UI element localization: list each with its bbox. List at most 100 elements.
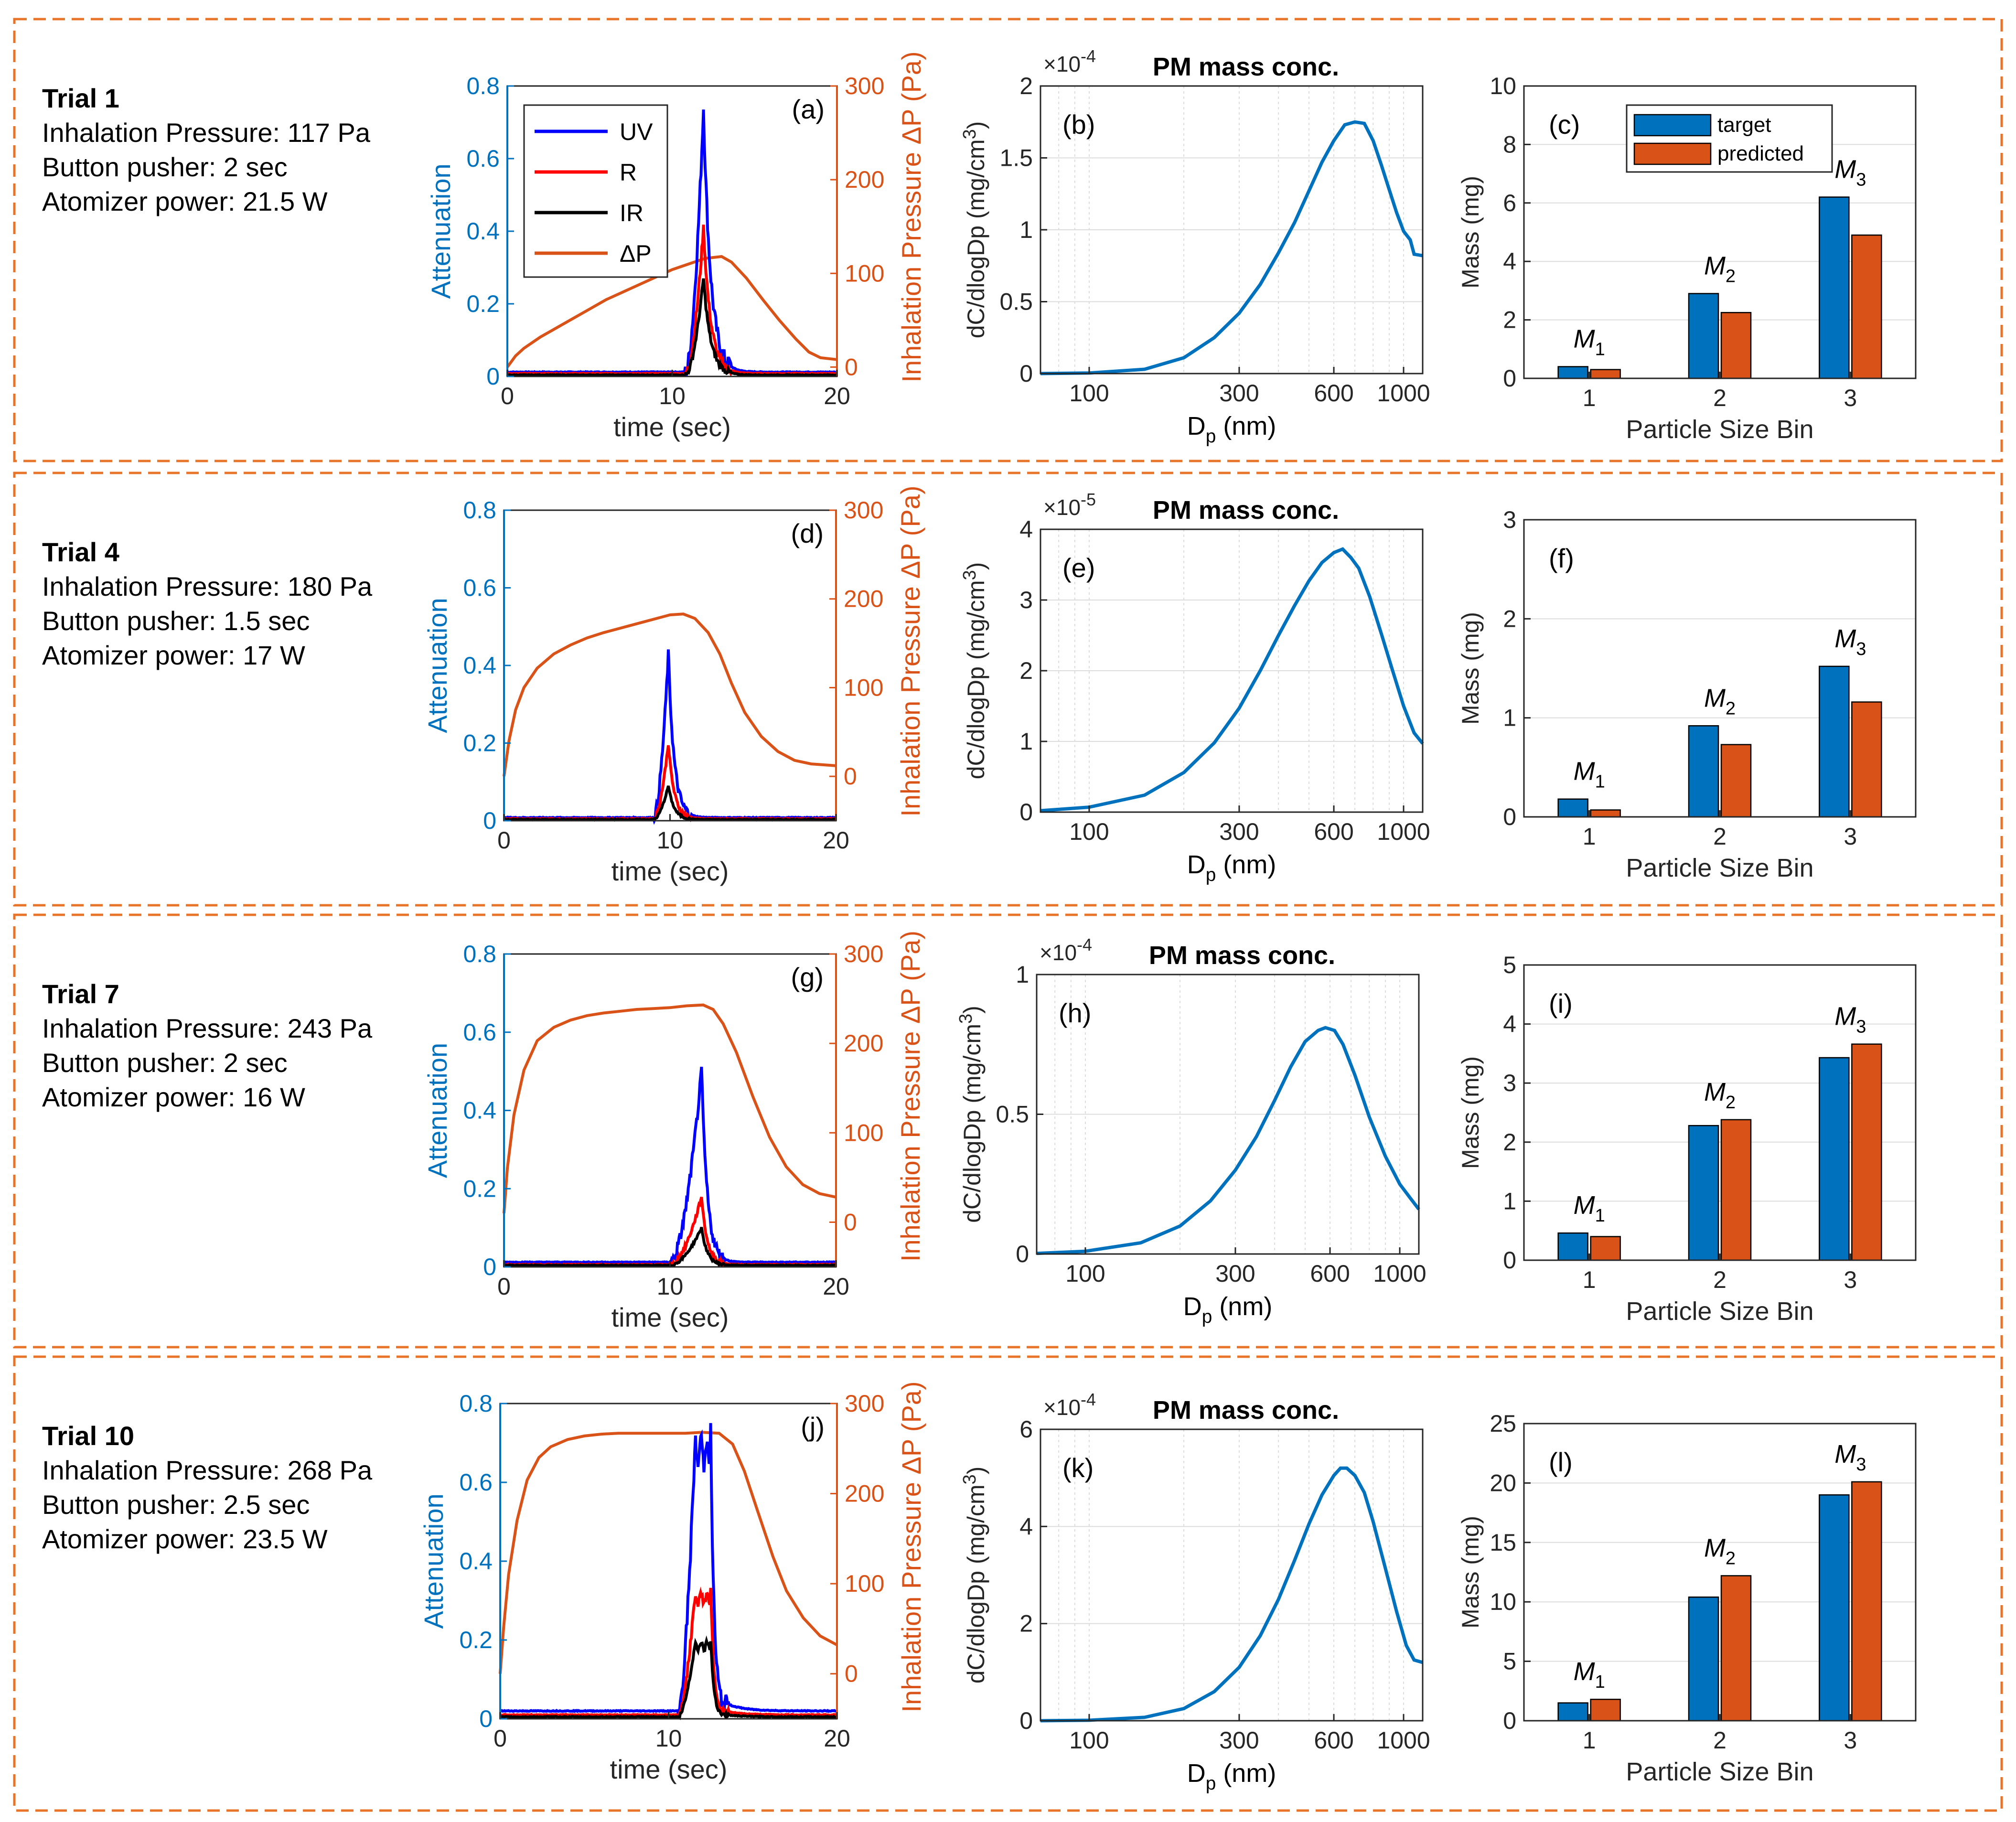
y-tick-label: 2 [1503,605,1516,632]
x-tick-label: 300 [1219,818,1259,845]
x-tick-label: 2 [1713,1266,1726,1293]
y-tick-label: 3 [1503,1070,1516,1096]
predicted-bar [1720,744,1752,818]
y-tick-label: 1 [1019,216,1033,243]
y-axis-label: dC/dlogDp (mg/cm3) [960,562,989,780]
panel-h: 100 300 600 1000 0 0.5 1 PM mass conc. ×10-4 Dp (… [956,935,1426,1327]
y-tick-label: 5 [1503,1648,1516,1675]
predicted-bar [1851,1481,1882,1722]
x-tick-label: 10 [657,827,684,854]
bin-annotation: M3 [1834,1440,1866,1475]
bin-annotation: M3 [1834,155,1866,190]
x-tick-label: 2 [1713,1727,1726,1754]
panel-c: M1 M2 M3 1 2 3 0 2 4 6 8 10 Particle Size Bin Mass (m… [1457,73,1917,444]
trial-param: Atomizer power: 21.5 W [42,186,328,216]
y-left-axis-label: Attenuation [426,163,456,299]
y-tick-label: 1 [1503,1188,1516,1214]
y-right-tick-label: 0 [844,1209,857,1235]
x-tick-label: 10 [659,383,686,409]
predicted-bar [1851,234,1882,379]
y-left-tick-label: 0.2 [459,1627,493,1653]
y-right-tick-label: 300 [845,1390,884,1417]
trial-row-1: Trial 1 Inhalation Pressure: 117 Pa Button… [13,18,2003,462]
y-axis-label: Mass (mg) [1457,1516,1484,1629]
y-left-tick-label: 0.8 [466,73,500,99]
plot-area [1524,1424,1916,1721]
y-left-tick-label: 0 [483,807,496,834]
panel-label: (i) [1549,988,1573,1018]
y-left-tick-label: 0.8 [459,1390,493,1417]
y-axis-label: dC/dlogDp (mg/cm3) [956,1006,986,1223]
chart-title: PM mass conc. [1153,53,1339,81]
panel-label: (c) [1549,109,1580,139]
chart-title: PM mass conc. [1149,941,1335,970]
bin-annotation: M3 [1834,1002,1866,1037]
distribution-line [1040,1466,1423,1723]
x-axis-label: Dp (nm) [1183,1292,1273,1327]
bin-annotation: M1 [1574,1191,1605,1226]
x-tick-label: 3 [1844,823,1857,850]
axis-exponent: ×10-4 [1043,1390,1096,1420]
x-tick-label: 600 [1314,380,1353,407]
x-axis-label: Particle Size Bin [1626,1297,1813,1326]
target-bar [1557,1232,1588,1261]
bin-annotation: M2 [1704,1533,1736,1568]
target-bar [1557,366,1588,379]
x-axis-label: time (sec) [610,1754,728,1784]
dp-series-line [503,612,836,777]
x-tick-label: 1000 [1377,380,1430,407]
x-tick-label: 100 [1069,1727,1109,1754]
x-tick-label: 2 [1713,823,1726,850]
y-tick-label: 1 [1019,728,1033,755]
y-tick-label: 0 [1016,1241,1029,1267]
y-right-axis-label: Inhalation Pressure ΔP (Pa) [896,1381,926,1712]
predicted-bar [1851,701,1882,818]
trial-frame [13,18,2003,462]
target-bar [1688,1125,1719,1261]
y-right-tick-label: 300 [844,941,883,967]
target-bar [1688,725,1719,818]
y-left-tick-label: 0 [483,1254,496,1280]
axis-exponent: ×10-5 [1043,490,1096,520]
target-bar [1688,1596,1719,1722]
y-right-tick-label: 300 [845,73,884,99]
y-tick-label: 1 [1016,961,1029,988]
x-tick-label: 20 [824,383,850,409]
x-tick-label: 1000 [1377,1727,1430,1754]
chart-title: PM mass conc. [1153,496,1339,525]
x-tick-label: 0 [501,383,514,409]
y-tick-label: 0 [1019,360,1033,387]
predicted-bar [1720,1119,1752,1261]
target-bar [1557,798,1588,818]
panel-l: M1 M2 M3 1 2 3 0 5 10 15 20 25 Particle Size Bin Mass… [1457,1410,1917,1786]
trial-param: Inhalation Pressure: 243 Pa [42,1013,373,1043]
y-right-tick-label: 200 [845,1480,884,1507]
chart-title: PM mass conc. [1153,1396,1339,1425]
trial-row-4: Trial 10 Inhalation Pressure: 268 Pa Butto… [13,1355,2003,1812]
uv-series-line [500,1423,837,1719]
x-tick-label: 1 [1583,1266,1596,1293]
y-tick-label: 2 [1503,1129,1516,1156]
y-axis-label: Mass (mg) [1457,612,1484,725]
x-tick-label: 1 [1583,1727,1596,1754]
predicted-bar [1590,1236,1621,1261]
legend-label: ΔP [620,240,652,267]
y-right-tick-label: 200 [844,1030,883,1057]
y-tick-label: 4 [1019,1513,1033,1540]
x-tick-label: 300 [1219,380,1259,407]
legend: UV R IR ΔP [523,104,668,278]
y-left-tick-label: 0.8 [463,941,496,967]
trial-frame [13,472,2003,907]
y-right-tick-label: 200 [845,166,884,193]
panel-e: 100 300 600 1000 0 1 2 3 4 PM mass conc. ×10-5 Dp (… [960,490,1430,885]
x-tick-label: 600 [1314,1727,1353,1754]
trial-param: Inhalation Pressure: 180 Pa [42,571,373,601]
axes-box [1040,1428,1424,1722]
panel-label: (d) [791,518,824,548]
y-right-tick-label: 100 [845,1570,884,1597]
x-tick-label: 100 [1069,818,1109,845]
y-tick-label: 3 [1503,506,1516,533]
dp-series-line [499,1431,838,1674]
